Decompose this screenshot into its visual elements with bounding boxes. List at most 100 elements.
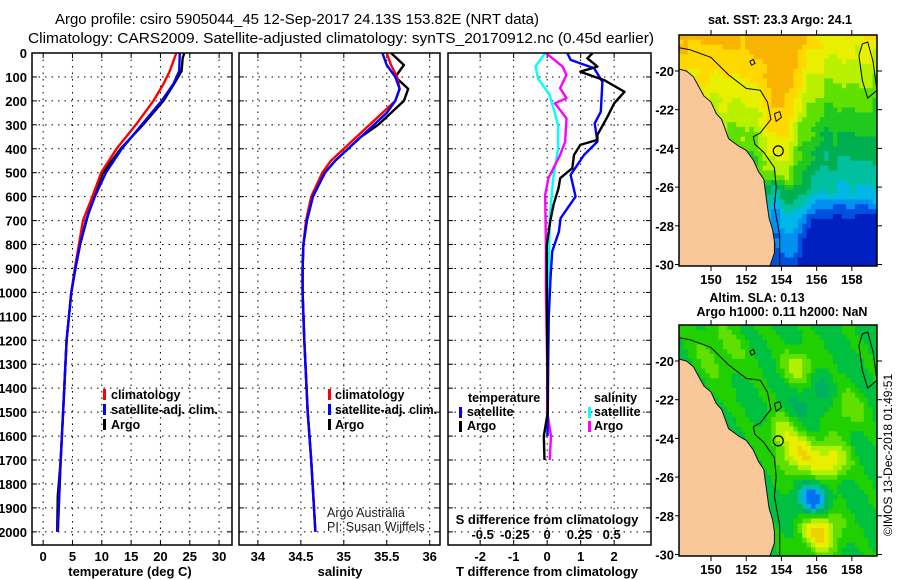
sst-cell — [846, 238, 852, 244]
sla-cell — [837, 445, 843, 452]
sst-cell — [833, 247, 838, 254]
sla-cell — [692, 358, 698, 365]
sst-cell — [780, 44, 786, 51]
sst-cell — [784, 35, 790, 41]
sst-cell — [806, 185, 812, 191]
sst-cell — [824, 102, 830, 109]
sla-cell — [850, 552, 856, 556]
sst-cell — [841, 155, 847, 162]
sst-cell — [806, 218, 812, 225]
sst-cell — [771, 228, 777, 234]
sst-cell — [855, 49, 860, 55]
sst-cell — [802, 35, 808, 41]
sla-cell — [824, 431, 830, 437]
sst-cell — [771, 155, 777, 162]
sla-cell — [723, 363, 728, 370]
sla-cell — [846, 358, 852, 365]
sla-cell — [736, 431, 742, 437]
sla-cell — [846, 407, 852, 413]
sla-cell — [828, 518, 834, 524]
sla-cell — [824, 387, 830, 394]
sst-cell — [687, 44, 693, 51]
sst-cell — [837, 238, 843, 244]
sla-cell — [859, 436, 865, 442]
sst-cell — [863, 257, 869, 263]
sla-cell — [863, 334, 869, 341]
sla-cell — [696, 329, 702, 336]
sla-cell — [815, 533, 821, 539]
y-tick-label: 1000 — [0, 285, 27, 300]
sst-cell — [833, 155, 838, 162]
sst-cell — [789, 39, 794, 46]
sla-cell — [731, 325, 737, 331]
sst-cell — [868, 228, 874, 234]
sst-cell — [802, 151, 808, 157]
sst-cell — [797, 209, 803, 215]
sst-cell — [846, 155, 852, 162]
sst-cell — [775, 185, 781, 191]
sla-cell — [723, 354, 728, 360]
sla-cell — [841, 392, 847, 399]
sst-cell — [793, 189, 799, 196]
sla-cell — [696, 354, 702, 360]
sla-cell — [797, 363, 803, 370]
sst-cell — [797, 83, 803, 89]
sla-cell — [802, 339, 808, 345]
sst-cell — [833, 131, 838, 138]
sst-cell — [793, 218, 799, 225]
sst-cell — [775, 160, 781, 167]
sla-cell — [806, 504, 812, 510]
sla-cell — [819, 354, 825, 360]
sst-cell — [775, 102, 781, 109]
sst-cell — [806, 39, 812, 46]
sst-cell — [771, 97, 777, 104]
sla-cell — [806, 441, 812, 447]
sla-cell — [780, 494, 786, 500]
sst-cell — [824, 59, 830, 65]
sst-cell — [833, 189, 838, 196]
sla-cell — [723, 397, 728, 403]
sla-cell — [833, 349, 838, 355]
sla-cell — [784, 450, 790, 457]
sla-cell — [802, 523, 808, 529]
sla-cell — [815, 412, 821, 418]
sla-cell — [762, 325, 768, 331]
sst-cell — [833, 175, 838, 181]
sla-cell — [811, 523, 816, 529]
sla-cell — [824, 445, 830, 452]
sst-cell — [811, 141, 816, 147]
sst-cell — [859, 204, 865, 210]
sst-cell — [846, 214, 852, 220]
sla-cell — [745, 387, 750, 394]
sst-cell — [872, 93, 877, 99]
sla-cell — [687, 339, 693, 345]
sst-cell — [877, 267, 882, 272]
sla-cell — [696, 349, 702, 355]
sst-cell — [855, 54, 860, 60]
sla-cell — [815, 344, 821, 350]
legend-label-t-argo: Argo — [467, 419, 497, 433]
sla-cell — [762, 436, 768, 442]
sst-cell — [846, 189, 852, 196]
sla-cell — [841, 547, 847, 553]
sst-cell — [789, 175, 794, 181]
sst-cell — [696, 83, 702, 89]
sst-cell — [727, 59, 733, 65]
sst-cell — [815, 68, 821, 75]
sst-cell — [727, 131, 733, 138]
sla-cell — [771, 450, 777, 457]
sla-cell — [683, 339, 689, 345]
sla-cell — [771, 392, 777, 399]
sst-cell — [811, 160, 816, 167]
sla-cell — [793, 499, 799, 505]
sla-cell — [771, 402, 777, 408]
sla-cell — [855, 344, 860, 350]
sla-cell — [850, 499, 856, 505]
sst-cell — [819, 180, 825, 186]
sla-cell — [850, 479, 856, 486]
sst-cell — [753, 97, 759, 104]
sla-cell — [789, 334, 794, 341]
sst-cell — [819, 93, 825, 99]
sst-cell — [855, 252, 860, 259]
sla-cell — [696, 373, 702, 379]
